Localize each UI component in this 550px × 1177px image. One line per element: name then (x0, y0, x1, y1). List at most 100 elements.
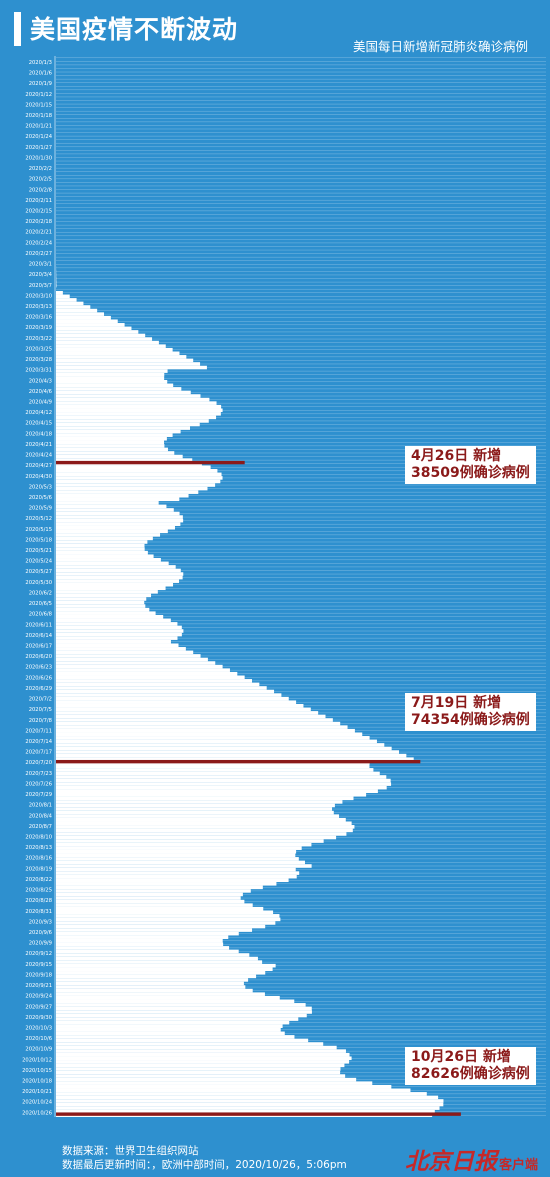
tick-label: 2020/4/15 (25, 421, 52, 427)
daily-bar (56, 429, 181, 434)
daily-bar (56, 604, 146, 608)
daily-bar (56, 821, 352, 826)
daily-bar (56, 1017, 299, 1021)
daily-bar (56, 1077, 357, 1082)
daily-bar (56, 668, 230, 672)
tick-label: 2020/1/24 (25, 134, 52, 140)
daily-bar (56, 404, 222, 409)
tick-label: 2020/4/30 (25, 474, 52, 480)
tick-label: 2020/6/29 (25, 686, 52, 692)
tick-label: 2020/7/29 (25, 792, 52, 798)
daily-bar (56, 568, 181, 573)
daily-bar (56, 910, 274, 915)
tick-label: 2020/3/1 (29, 262, 52, 268)
daily-bar (56, 1031, 285, 1036)
daily-bar (56, 422, 200, 427)
daily-bar (56, 1081, 373, 1085)
tick-label: 2020/4/3 (29, 378, 52, 384)
daily-bar (56, 1045, 337, 1050)
tick-label: 2020/5/18 (25, 537, 52, 543)
daily-bar (56, 971, 266, 975)
daily-bar (56, 1102, 444, 1107)
tick-label: 2020/10/9 (25, 1047, 52, 1053)
daily-bar (56, 340, 159, 345)
tick-label: 2020/2/27 (25, 251, 52, 257)
last-updated: 数据最后更新时间：，欧洲中部时间，2020/10/26，5:06pm (62, 1159, 347, 1171)
daily-bar (56, 924, 266, 929)
daily-bar (56, 917, 281, 922)
tick-label: 2020/9/21 (25, 983, 52, 989)
daily-bar (56, 504, 167, 509)
chart-subtitle: 美国每日新增新冠肺炎确诊病例 (352, 39, 528, 54)
daily-bar (56, 1056, 352, 1061)
data-source: 数据来源：世界卫生组织网站 (62, 1145, 199, 1157)
daily-bar (56, 946, 230, 950)
daily-bar (56, 956, 258, 961)
daily-bar (56, 1106, 440, 1110)
daily-bar (56, 846, 302, 850)
daily-bar (56, 739, 377, 744)
tick-label: 2020/6/23 (25, 665, 52, 671)
daily-bar (56, 817, 346, 822)
daily-bar (56, 533, 161, 537)
daily-bar (56, 614, 164, 619)
tick-label: 2020/7/17 (25, 750, 52, 756)
daily-bar (56, 839, 324, 843)
daily-bar (56, 807, 333, 811)
tick-label: 2020/2/18 (25, 219, 52, 225)
daily-bar (56, 454, 183, 459)
daily-bar (56, 508, 174, 512)
tick-label: 2020/1/30 (25, 155, 52, 161)
daily-bar (56, 611, 156, 615)
tick-label: 2020/1/21 (25, 124, 52, 130)
daily-bar (56, 390, 191, 395)
beijing-daily-logo: 北京日报 客户端 (405, 1142, 538, 1176)
daily-bar (56, 750, 399, 754)
daily-bar (56, 1095, 439, 1100)
daily-bar (56, 960, 263, 964)
daily-bar (56, 575, 183, 580)
daily-bar (56, 355, 187, 359)
tick-label: 2020/8/28 (25, 898, 52, 904)
daily-bar (56, 942, 224, 947)
daily-bar (56, 796, 354, 801)
daily-bar (56, 825, 355, 829)
tick-label: 2020/8/7 (29, 824, 52, 830)
daily-bar (56, 654, 201, 658)
daily-bar (56, 358, 194, 363)
highlight-bar (56, 759, 421, 764)
daily-bar (56, 810, 334, 815)
daily-bar (56, 903, 253, 907)
daily-bar (56, 1070, 341, 1075)
daily-bar (56, 558, 161, 562)
daily-bar (56, 860, 305, 865)
daily-bar (56, 935, 229, 939)
daily-bar (56, 793, 367, 797)
tick-label: 2020/3/28 (25, 357, 52, 363)
daily-bar (56, 447, 168, 452)
daily-bar (56, 707, 311, 712)
daily-bar (56, 746, 392, 751)
tick-label: 2020/10/15 (22, 1068, 52, 1074)
daily-bar (56, 1038, 309, 1043)
tick-label: 2020/1/18 (25, 113, 52, 119)
daily-bar (56, 1049, 346, 1053)
daily-bar (56, 376, 165, 380)
tick-label: 2020/9/12 (25, 951, 52, 957)
tick-label: 2020/9/24 (25, 994, 52, 1000)
daily-bar (56, 1010, 312, 1014)
daily-bar (56, 1099, 444, 1103)
daily-bar (56, 330, 139, 334)
daily-bar (56, 874, 297, 879)
daily-bar (56, 736, 370, 740)
daily-bar (56, 486, 208, 491)
daily-bar (56, 721, 341, 726)
tick-label: 2020/10/21 (22, 1089, 52, 1095)
annotation-jul19-line1: 7月19日 新增 (411, 695, 502, 711)
daily-bar (56, 401, 217, 405)
tick-label: 2020/2/8 (29, 187, 52, 193)
daily-bar (56, 889, 251, 893)
tick-label: 2020/6/11 (25, 622, 52, 628)
daily-bar (56, 849, 297, 854)
